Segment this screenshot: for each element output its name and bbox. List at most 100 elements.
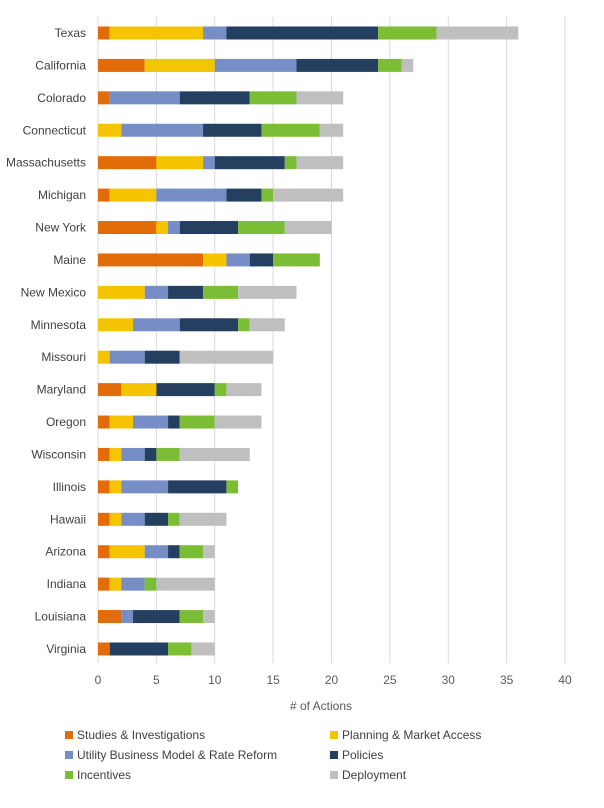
x-axis-label: # of Actions	[290, 699, 352, 713]
bar-segment	[98, 350, 110, 364]
bar-segment	[98, 318, 134, 332]
bar-segment	[238, 221, 285, 235]
category-label: Oregon	[46, 415, 86, 429]
bar-segment	[168, 480, 227, 494]
bar-segment	[98, 285, 145, 299]
x-tick-label: 0	[95, 673, 102, 687]
bar-segment	[98, 91, 110, 105]
bar-segment	[226, 383, 262, 397]
x-tick-label: 35	[500, 673, 514, 687]
bar-segment	[98, 415, 110, 429]
bar-segment	[238, 285, 297, 299]
bar-segment	[121, 480, 169, 494]
bar-segment	[156, 383, 215, 397]
bar-segment	[273, 253, 320, 267]
legend-swatch	[65, 771, 73, 779]
bar-segment	[179, 545, 204, 559]
bar-segment	[98, 642, 110, 656]
category-label: Arizona	[45, 545, 86, 559]
bar-segment	[203, 123, 262, 137]
bar-segment	[284, 156, 297, 170]
bar-segment	[144, 58, 215, 72]
bar-segment	[144, 512, 169, 526]
bar-segment	[121, 383, 157, 397]
bar-segment	[179, 447, 250, 461]
bar-segment	[284, 221, 332, 235]
bars	[98, 26, 519, 656]
x-tick-label: 15	[266, 673, 280, 687]
category-label: New Mexico	[21, 285, 87, 299]
bar-segment	[121, 447, 145, 461]
x-tick-label: 20	[325, 673, 339, 687]
legend-swatch	[65, 731, 73, 739]
bar-segment	[168, 221, 180, 235]
bar-segment	[109, 545, 145, 559]
category-label: Wisconsin	[31, 447, 86, 461]
category-label: Minnesota	[31, 318, 87, 332]
bar-segment	[378, 58, 402, 72]
legend-entry: Utility Business Model & Rate Reform	[77, 748, 277, 762]
bar-segment	[98, 383, 122, 397]
bar-segment	[144, 577, 157, 591]
bar-segment	[179, 350, 274, 364]
bar-segment	[109, 642, 169, 656]
bar-segment	[144, 447, 157, 461]
bar-segment	[249, 253, 274, 267]
category-label: New York	[35, 221, 87, 235]
category-labels: Texas California Colorado Connecticut Massac…	[6, 26, 87, 656]
bar-segment	[436, 26, 519, 40]
bar-segment	[109, 447, 122, 461]
bar-segment	[144, 285, 169, 299]
x-tick-label: 30	[442, 673, 456, 687]
legend-swatch	[65, 751, 73, 759]
category-label: Illinois	[53, 480, 86, 494]
category-label: Maryland	[37, 383, 86, 397]
bar-segment	[98, 221, 157, 235]
bar-segment	[203, 610, 215, 624]
bar-segment	[226, 253, 250, 267]
bar-segment	[179, 221, 239, 235]
bar-segment	[109, 26, 204, 40]
bar-segment	[168, 512, 180, 526]
bar-segment	[273, 188, 344, 202]
bar-segment	[179, 318, 239, 332]
bar-segment	[98, 123, 122, 137]
bar-segment	[133, 610, 180, 624]
bar-segment	[109, 415, 134, 429]
bar-segment	[214, 58, 297, 72]
bar-segment	[109, 512, 122, 526]
bar-segment	[98, 26, 110, 40]
bar-segment	[98, 58, 145, 72]
category-label: Michigan	[38, 188, 86, 202]
bar-segment	[203, 545, 215, 559]
x-tick-label: 25	[383, 673, 397, 687]
bar-segment	[156, 447, 180, 461]
bar-segment	[203, 26, 227, 40]
category-label: Missouri	[41, 350, 86, 364]
bar-segment	[249, 91, 297, 105]
bar-segment	[121, 123, 204, 137]
x-tick-label: 10	[208, 673, 222, 687]
bar-segment	[98, 545, 110, 559]
category-label: Colorado	[37, 91, 86, 105]
legend-swatch	[330, 771, 338, 779]
legend-entry: Deployment	[342, 768, 407, 782]
bar-segment	[168, 285, 204, 299]
bar-segment	[378, 26, 437, 40]
bar-segment	[156, 188, 227, 202]
bar-segment	[133, 318, 180, 332]
bar-segment	[238, 318, 250, 332]
legend-swatch	[330, 731, 338, 739]
bar-segment	[296, 91, 344, 105]
bar-segment	[98, 480, 110, 494]
x-tick-label: 5	[153, 673, 160, 687]
bar-segment	[168, 415, 180, 429]
category-label: Massachusetts	[6, 156, 86, 170]
bar-segment	[121, 577, 145, 591]
bar-segment	[121, 512, 145, 526]
bar-segment	[98, 156, 157, 170]
bar-segment	[319, 123, 344, 137]
bar-segment	[98, 610, 122, 624]
bar-segment	[109, 91, 180, 105]
